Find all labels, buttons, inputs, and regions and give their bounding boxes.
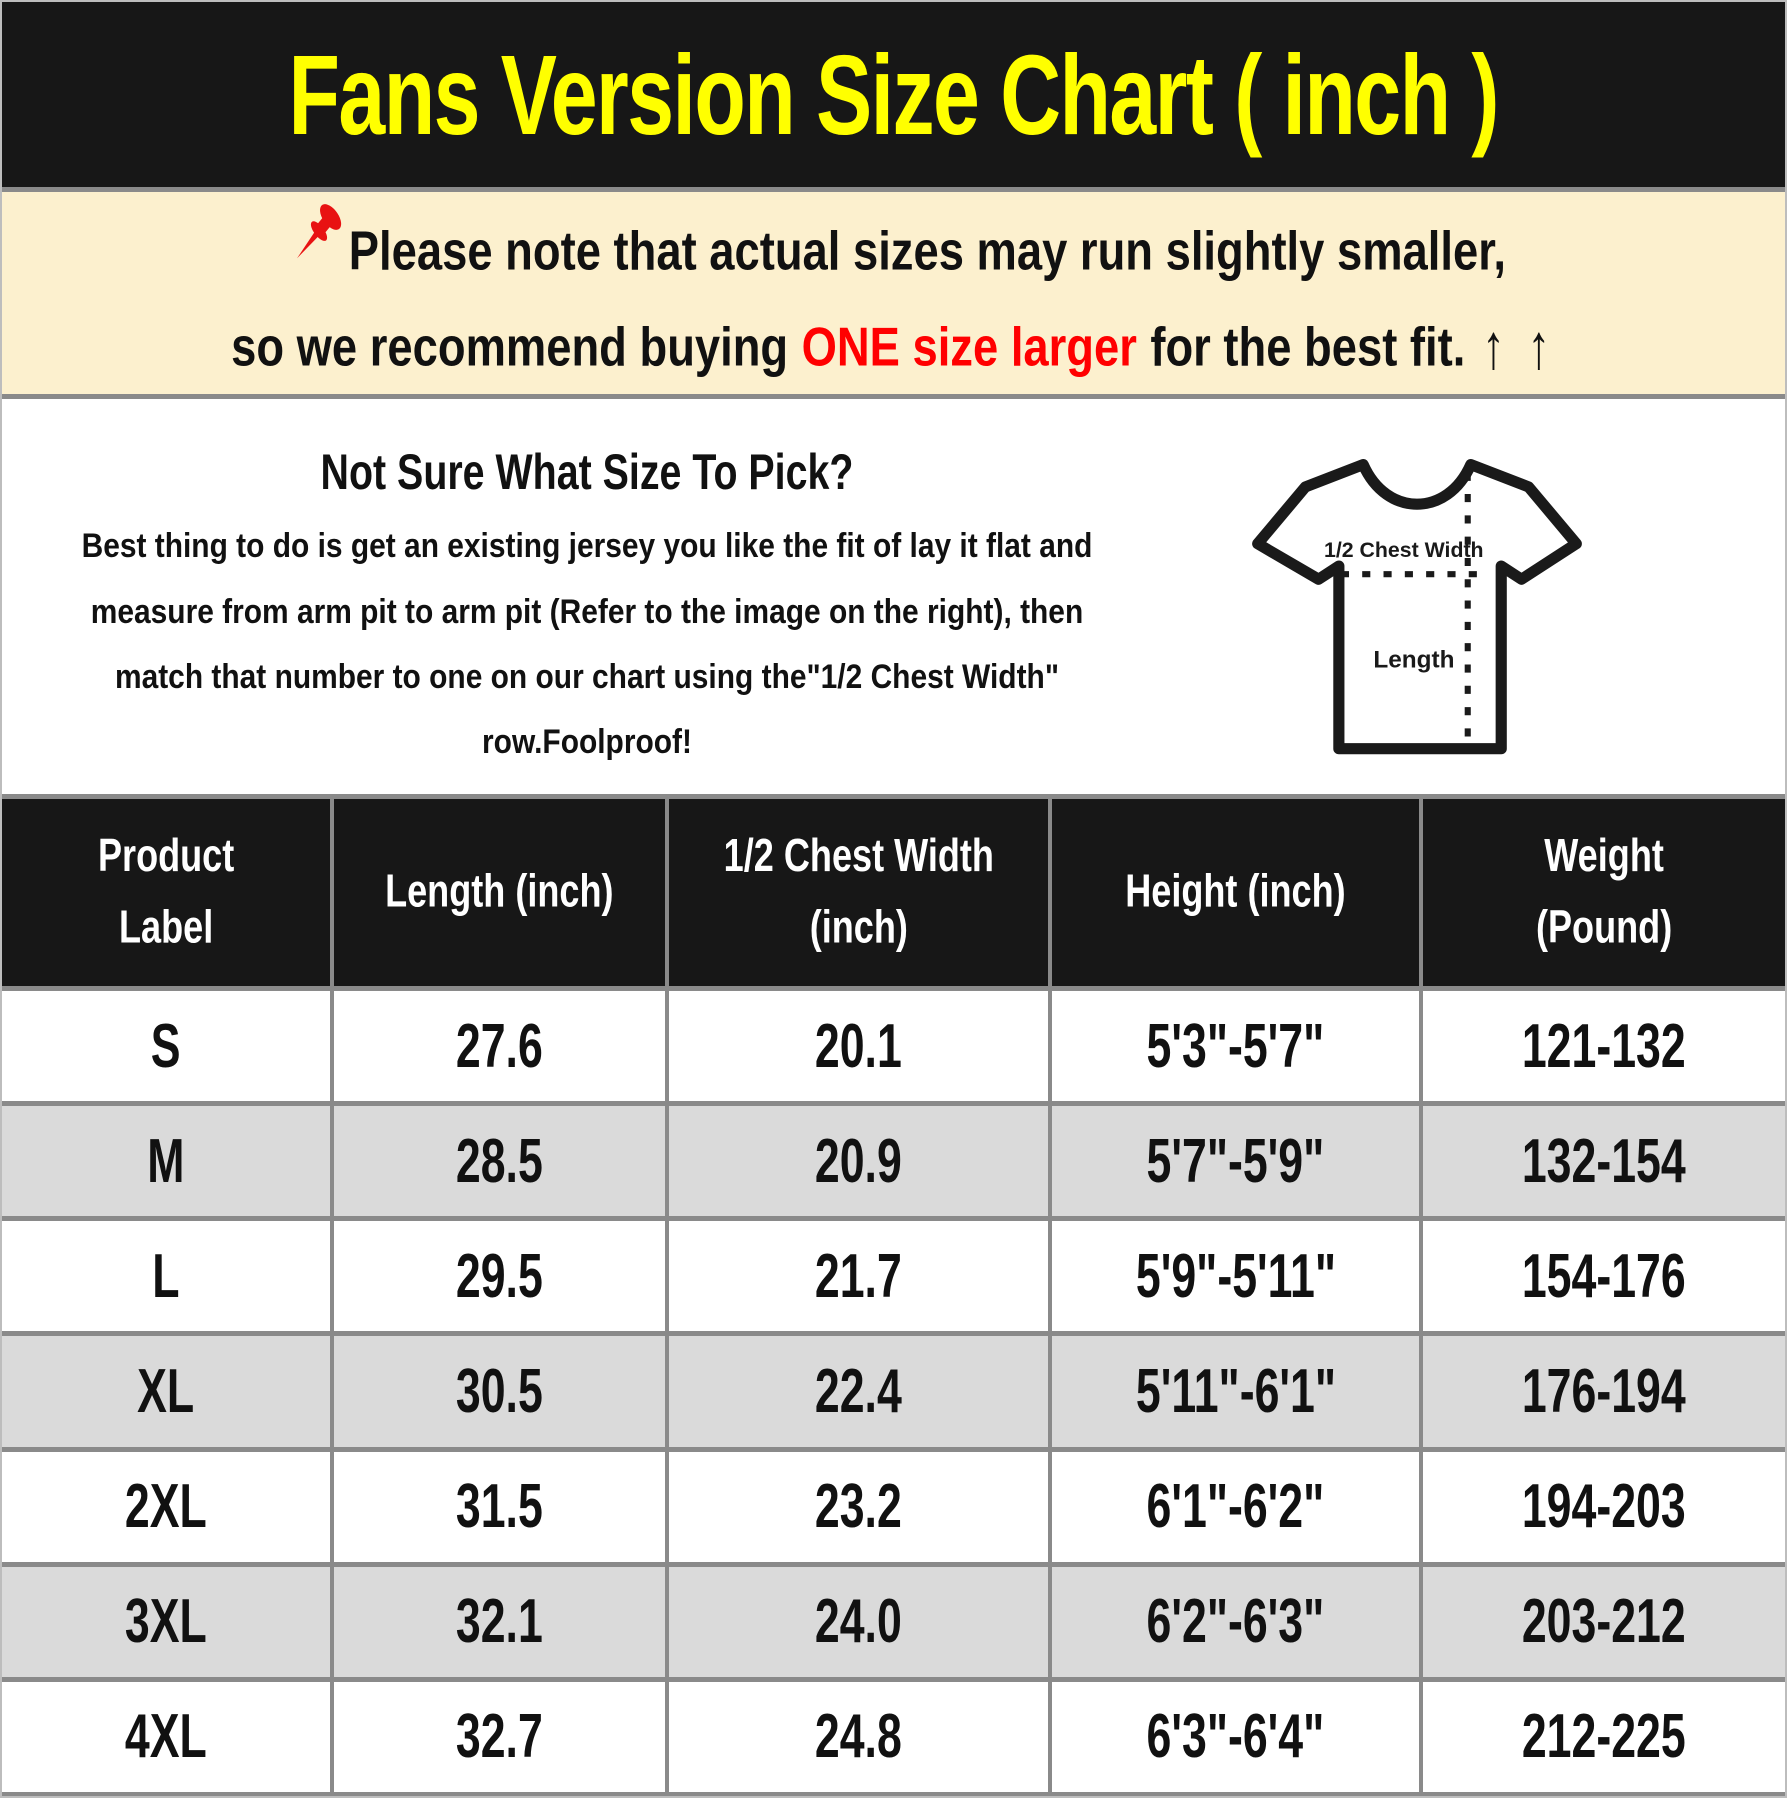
table-cell: 3XL xyxy=(2,1561,334,1677)
chest-width-label: 1/2 Chest Width xyxy=(1324,538,1484,562)
table-cell: 20.1 xyxy=(668,986,1053,1102)
up-arrows-icon: ↑ ↑ xyxy=(1482,311,1556,383)
table-cell: 32.1 xyxy=(333,1561,669,1677)
notice-banner: Please note that actual sizes may run sl… xyxy=(2,192,1785,399)
notice-text-1: Please note that actual sizes may run sl… xyxy=(348,220,1506,282)
notice-line-1: Please note that actual sizes may run sl… xyxy=(281,204,1506,295)
table-cell: 6'2"-6'3" xyxy=(1052,1561,1424,1677)
pushpin-icon xyxy=(281,197,347,295)
notice-highlight: ONE size larger xyxy=(801,316,1138,378)
table-cell: 121-132 xyxy=(1423,986,1785,1102)
header-cell-height: Height (inch) xyxy=(1052,794,1424,986)
table-cell: 24.0 xyxy=(668,1561,1053,1677)
guide-body-line: match that number to one on our chart us… xyxy=(114,657,1060,697)
guide-body-line: measure from arm pit to arm pit (Refer t… xyxy=(90,592,1084,632)
table-cell: 30.5 xyxy=(333,1331,669,1447)
length-label: Length xyxy=(1373,647,1454,674)
guide-body-line: Best thing to do is get an existing jers… xyxy=(81,527,1093,566)
tshirt-outline xyxy=(1252,459,1582,755)
table-cell: 20.9 xyxy=(668,1101,1053,1217)
size-table: Product Label Length (inch) 1/2 Chest Wi… xyxy=(2,794,1785,1796)
table-cell: 4XL xyxy=(2,1676,334,1792)
table-cell: 2XL xyxy=(2,1446,334,1562)
notice-text-2-suffix: for the best fit. xyxy=(1150,316,1466,378)
tshirt-measurement-diagram: 1/2 Chest Width Length xyxy=(1232,424,1602,769)
table-cell: L xyxy=(2,1216,334,1332)
table-cell: 5'7"-5'9" xyxy=(1052,1101,1424,1217)
sizing-guide-section: Not Sure What Size To Pick? Best thing t… xyxy=(2,399,1785,794)
table-cell: 5'9"-5'11" xyxy=(1052,1216,1424,1332)
notice-text-2-prefix: so we recommend buying xyxy=(231,316,789,378)
page-title: Fans Version Size Chart ( inch ) xyxy=(288,30,1500,159)
table-cell: 21.7 xyxy=(668,1216,1053,1332)
table-cell: 132-154 xyxy=(1423,1101,1785,1217)
table-cell: 6'1"-6'2" xyxy=(1052,1446,1424,1562)
table-cell: 32.7 xyxy=(333,1676,669,1792)
table-cell: 5'3"-5'7" xyxy=(1052,986,1424,1102)
guide-heading: Not Sure What Size To Pick? xyxy=(320,445,854,501)
table-cell: XL xyxy=(2,1331,334,1447)
sizing-guide-text: Not Sure What Size To Pick? Best thing t… xyxy=(2,417,1172,775)
title-bar: Fans Version Size Chart ( inch ) xyxy=(2,2,1785,192)
notice-line-2: so we recommend buying ONE size larger f… xyxy=(231,312,1555,382)
table-cell: S xyxy=(2,986,334,1102)
guide-body-line: row.Foolproof! xyxy=(482,722,692,762)
table-cell: 154-176 xyxy=(1423,1216,1785,1332)
table-cell: 212-225 xyxy=(1423,1676,1785,1792)
table-cell: 28.5 xyxy=(333,1101,669,1217)
guide-body: Best thing to do is get an existing jers… xyxy=(2,514,1172,775)
table-cell: 31.5 xyxy=(333,1446,669,1562)
table-cell: 24.8 xyxy=(668,1676,1053,1792)
table-cell: 194-203 xyxy=(1423,1446,1785,1562)
table-cell: 6'3"-6'4" xyxy=(1052,1676,1424,1792)
table-cell: 23.2 xyxy=(668,1446,1053,1562)
table-cell: M xyxy=(2,1101,334,1217)
table-cell: 22.4 xyxy=(668,1331,1053,1447)
header-cell-length: Length (inch) xyxy=(333,794,669,986)
table-cell: 176-194 xyxy=(1423,1331,1785,1447)
header-cell-weight: Weight (Pound) xyxy=(1423,794,1785,986)
header-cell-product-label: Product Label xyxy=(2,794,334,986)
header-cell-chest-width: 1/2 Chest Width (inch) xyxy=(668,794,1053,986)
table-cell: 5'11"-6'1" xyxy=(1052,1331,1424,1447)
table-cell: 29.5 xyxy=(333,1216,669,1332)
table-cell: 203-212 xyxy=(1423,1561,1785,1677)
table-cell: 27.6 xyxy=(333,986,669,1102)
